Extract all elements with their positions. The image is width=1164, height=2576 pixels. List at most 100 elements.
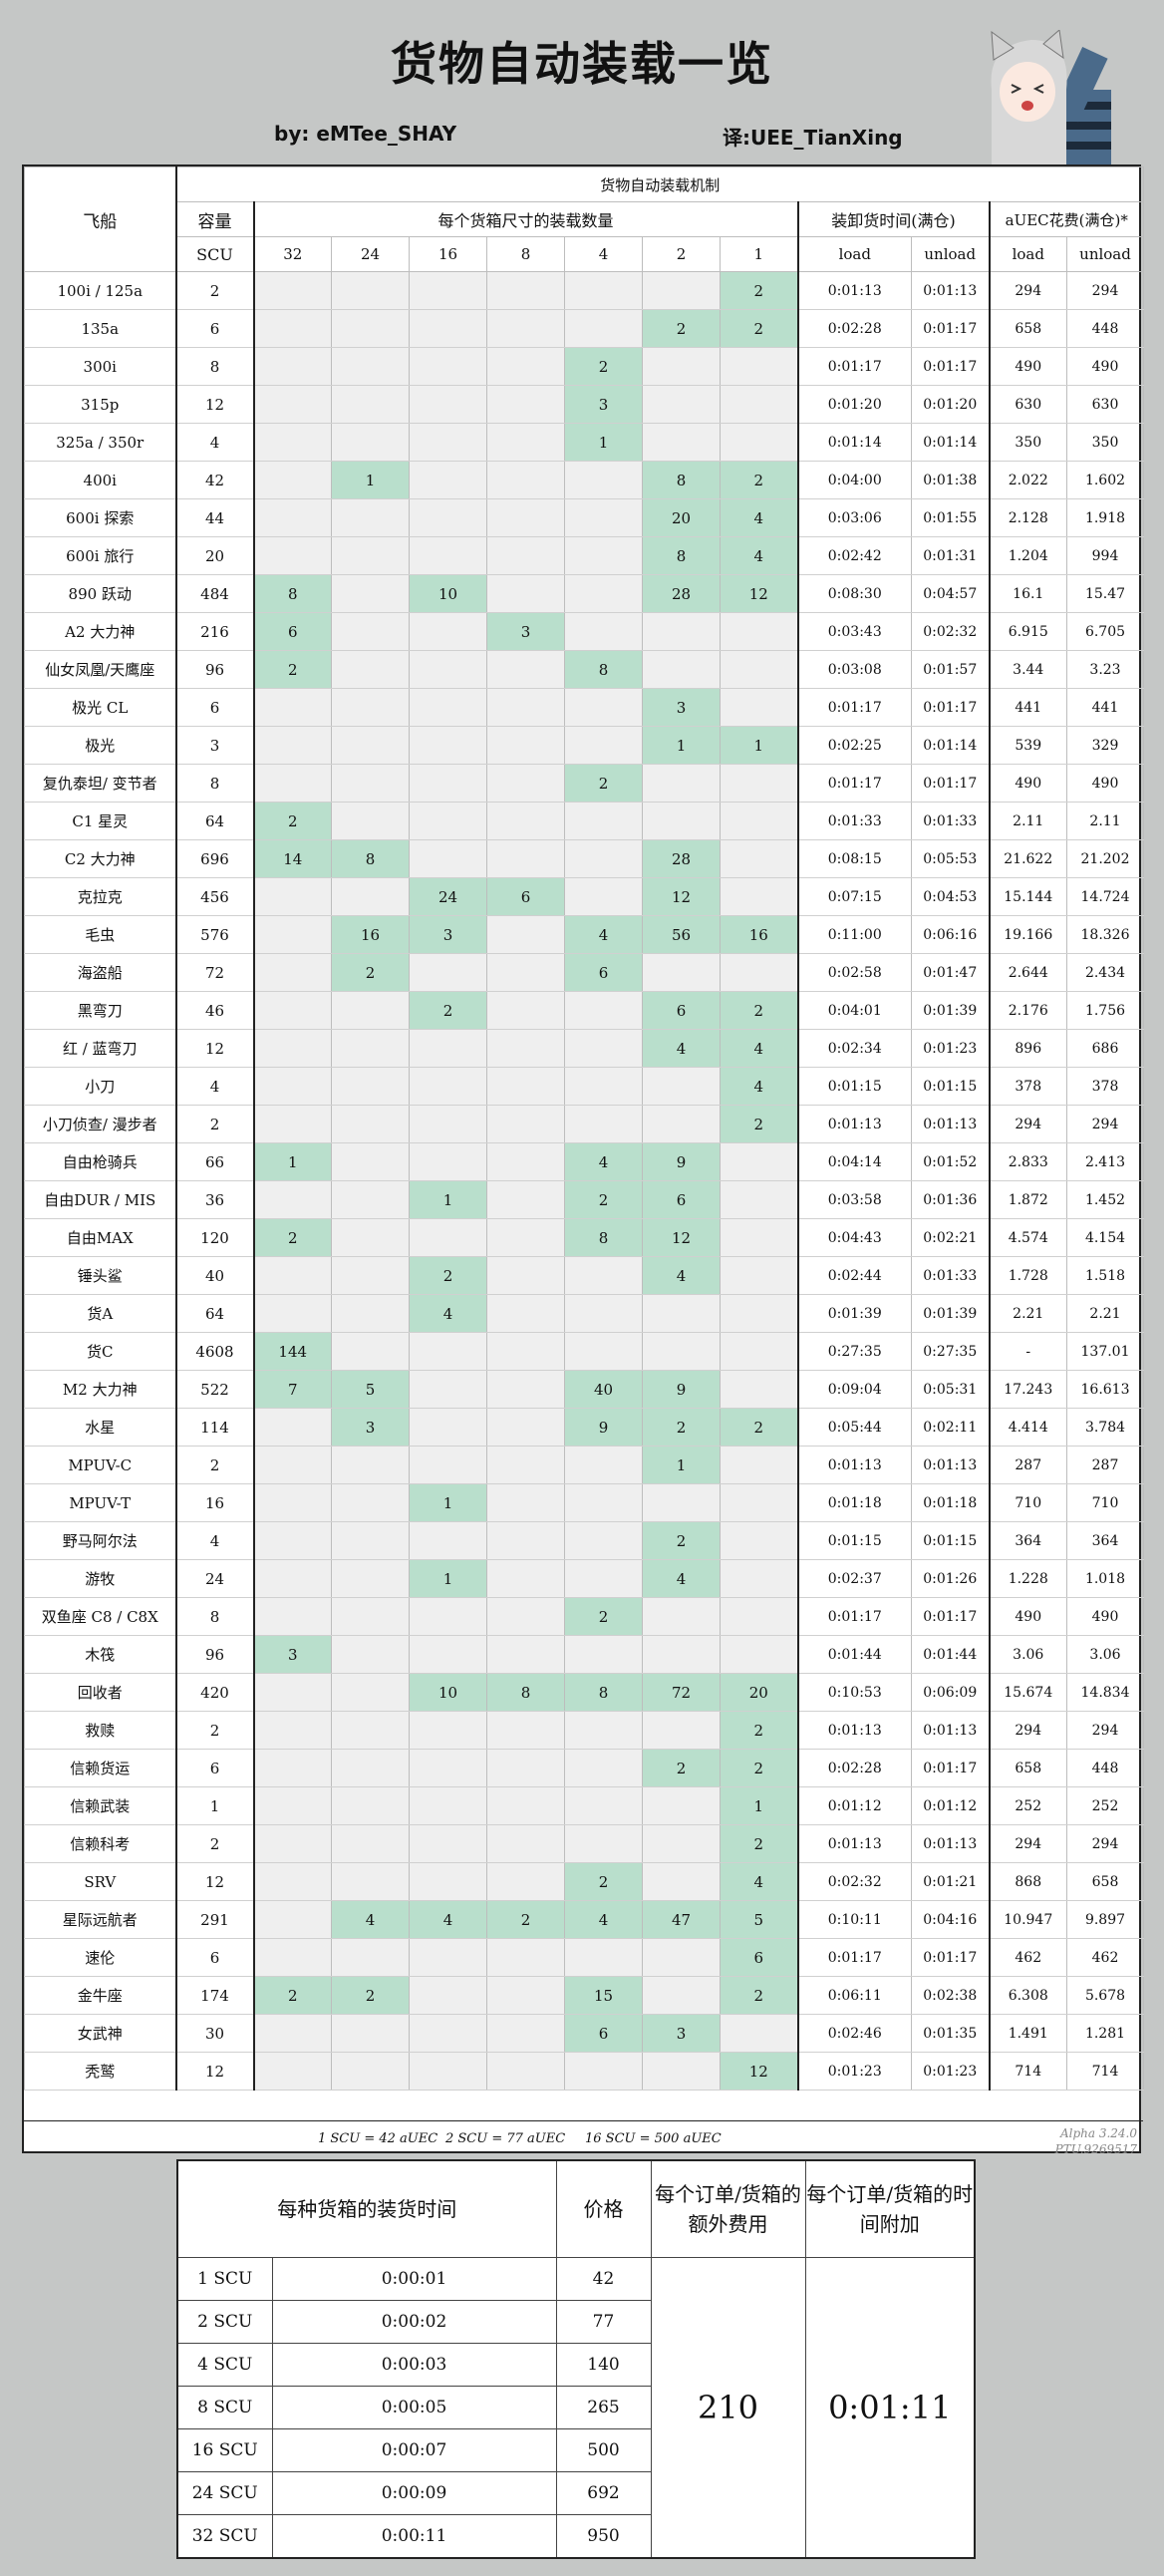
load-time: 0:01:13 <box>797 1446 912 1484</box>
load-time: 0:03:43 <box>797 612 912 651</box>
box-count-cell <box>409 650 487 689</box>
box-count-cell <box>331 1786 410 1825</box>
box-count-cell: 2 <box>409 1256 487 1295</box>
box-count-cell: 12 <box>720 2052 799 2091</box>
unload-cost: 2.21 <box>1065 1294 1145 1333</box>
box-count-cell <box>331 1597 410 1636</box>
ship-capacity: 114 <box>175 1408 255 1447</box>
version-alpha: Alpha 3.24.0 <box>1059 2126 1137 2140</box>
load-time: 0:01:44 <box>797 1635 912 1674</box>
page-title: 货物自动装载一览 <box>391 37 773 91</box>
load-cost: 4.574 <box>989 1218 1067 1257</box>
load-cost: 714 <box>989 2052 1067 2091</box>
ship-capacity: 8 <box>175 1597 255 1636</box>
box-count-cell <box>564 839 643 878</box>
load-cost: 4.414 <box>989 1408 1067 1447</box>
box-count-cell <box>253 1029 332 1068</box>
box-count-cell <box>486 1521 565 1560</box>
box-count-cell <box>331 1711 410 1750</box>
ship-capacity: 216 <box>175 612 255 651</box>
box-count-cell: 9 <box>642 1370 721 1409</box>
ship-name: 仙女凤凰/天鹰座 <box>24 650 177 689</box>
box-count-cell: 72 <box>642 1673 721 1712</box>
box-count-cell: 2 <box>486 1900 565 1939</box>
box-count-cell <box>409 309 487 348</box>
ship-name: MPUV-C <box>24 1446 177 1484</box>
ship-name: MPUV-T <box>24 1483 177 1522</box>
box-count-cell <box>253 1105 332 1143</box>
table-row: 野马阿尔法 4 2 0:01:15 0:01:15 364 364 <box>24 1521 1145 1560</box>
box-count-cell: 1 <box>564 423 643 462</box>
box-count-cell <box>331 1142 410 1181</box>
box-count-cell: 2 <box>564 1597 643 1636</box>
box-count-cell <box>486 1862 565 1901</box>
load-cost: 16.1 <box>989 574 1067 613</box>
box-count-cell <box>331 802 410 840</box>
box-count-cell <box>564 1711 643 1750</box>
box-count-cell <box>486 271 565 310</box>
unload-cost: 2.434 <box>1065 953 1145 992</box>
table-row: C1 星灵 64 2 0:01:33 0:01:33 2.11 2.11 <box>24 802 1145 840</box>
ship-capacity: 64 <box>175 1294 255 1333</box>
table-row: 信赖货运 6 2 2 0:02:28 0:01:17 658 448 <box>24 1749 1145 1787</box>
unload-time: 0:01:17 <box>911 1749 991 1787</box>
ship-name: 速伦 <box>24 1938 177 1977</box>
load-time: 0:02:34 <box>797 1029 912 1068</box>
box-count-header: 每个货箱尺寸的装载数量 <box>253 201 799 237</box>
box-count-cell <box>486 423 565 462</box>
ship-name: 货C <box>24 1332 177 1371</box>
box-count-cell <box>253 2052 332 2091</box>
load-time: 0:01:18 <box>797 1483 912 1522</box>
box-count-cell <box>564 688 643 727</box>
load-time: 0:01:23 <box>797 2052 912 2091</box>
box-count-cell <box>331 650 410 689</box>
box-count-cell <box>720 1370 799 1409</box>
load-time: 0:01:15 <box>797 1067 912 1106</box>
box-count-cell <box>486 1105 565 1143</box>
unload-time-header: unload <box>911 236 991 272</box>
box-count-cell <box>409 1976 487 2015</box>
box-count-cell <box>642 1976 721 2015</box>
ship-name: 600i 旅行 <box>24 536 177 575</box>
box-count-cell: 2 <box>564 1862 643 1901</box>
box-count-cell <box>486 1635 565 1674</box>
box-count-cell <box>253 1673 332 1712</box>
box-count-cell <box>486 498 565 537</box>
box-count-cell: 1 <box>720 726 799 765</box>
load-time: 0:01:13 <box>797 1711 912 1750</box>
ship-name: SRV <box>24 1862 177 1901</box>
box-size-header: 4 <box>564 236 643 272</box>
box-count-cell: 8 <box>331 839 410 878</box>
unload-time: 0:01:17 <box>911 764 991 803</box>
table-row: 克拉克 456 24 6 12 0:07:15 0:04:53 15.144 14.724 <box>24 877 1145 916</box>
version-label: Alpha 3.24.0 PTU.9269517 <box>1055 2125 1137 2157</box>
load-cost-header: load <box>989 236 1067 272</box>
ship-name: 秃鹫 <box>24 2052 177 2091</box>
box-count-cell <box>331 498 410 537</box>
box-load-time: 0:00:03 <box>271 2343 557 2387</box>
ship-capacity: 2 <box>175 1711 255 1750</box>
ship-name: 水星 <box>24 1408 177 1447</box>
box-count-cell <box>486 2052 565 2091</box>
box-count-cell: 2 <box>720 461 799 499</box>
box-count-cell: 144 <box>253 1332 332 1371</box>
unload-cost: 252 <box>1065 1786 1145 1825</box>
unload-time: 0:01:39 <box>911 991 991 1030</box>
unload-time: 0:01:55 <box>911 498 991 537</box>
load-time: 0:10:11 <box>797 1900 912 1939</box>
box-count-cell: 9 <box>564 1408 643 1447</box>
table-row: 信赖武装 1 1 0:01:12 0:01:12 252 252 <box>24 1786 1145 1825</box>
footnote-1scu: 1 SCU = 42 aUEC <box>318 2131 438 2146</box>
unload-time: 0:01:18 <box>911 1483 991 1522</box>
load-cost: 710 <box>989 1483 1067 1522</box>
unload-time: 0:01:13 <box>911 271 991 310</box>
box-count-cell <box>720 953 799 992</box>
box-count-cell <box>253 271 332 310</box>
ship-name: 红 / 蓝弯刀 <box>24 1029 177 1068</box>
box-count-cell: 8 <box>564 1673 643 1712</box>
box-load-time: 0:00:02 <box>271 2300 557 2344</box>
box-count-cell <box>253 309 332 348</box>
box-count-cell <box>642 1483 721 1522</box>
load-cost: 2.128 <box>989 498 1067 537</box>
ship-capacity: 522 <box>175 1370 255 1409</box>
